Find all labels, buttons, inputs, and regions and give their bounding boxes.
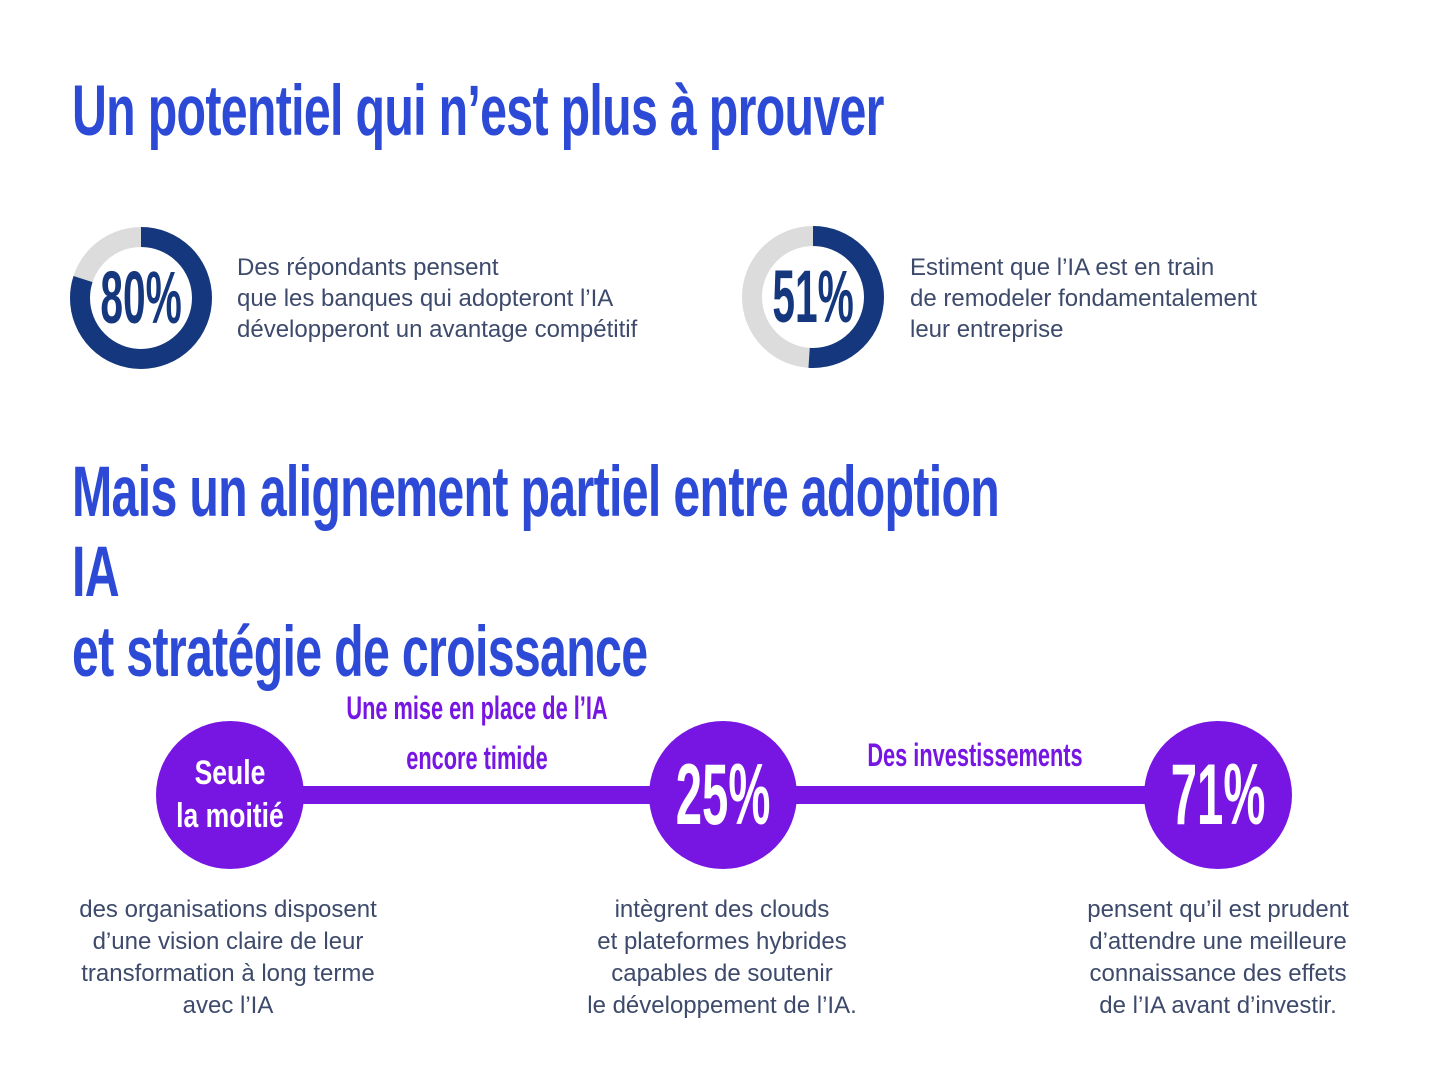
- donut-80-arc: [70, 227, 212, 369]
- stat-circle-half: Seule la moitié: [156, 721, 304, 869]
- node-half-description: des organisations disposent d’une vision…: [79, 896, 377, 1019]
- connector-label-2: Des investissements: [775, 730, 1175, 780]
- stat-circle-71: 71%: [1144, 721, 1292, 869]
- section1-title: Un potentiel qui n’est plus à prouver: [72, 72, 884, 151]
- donut-80-value-wrap: 80%: [69, 226, 213, 370]
- donut-51-value: 51%: [772, 255, 854, 338]
- node-71-description: pensent qu’il est prudent d’attendre une…: [1087, 896, 1349, 1019]
- stat-circle-25: 25%: [649, 721, 797, 869]
- connector-label-1-text: Une mise en place de l’IA encore timide: [346, 690, 608, 776]
- connector-label-2-text: Des investissements: [867, 737, 1083, 773]
- stat-circle-25-text: 25%: [675, 747, 771, 843]
- donut-80-value: 80%: [100, 256, 182, 339]
- donut-51-value-wrap: 51%: [741, 225, 885, 369]
- donut-chart-51: 51%: [741, 225, 885, 369]
- connector-label-1: Une mise en place de l’IA encore timide: [277, 683, 677, 783]
- stat-80-description: Des répondants pensent que les banques q…: [237, 254, 638, 343]
- stat-circle-71-text: 71%: [1170, 747, 1266, 843]
- donut-80-svg: [70, 227, 212, 369]
- node-25-description: intègrent des clouds et plateformes hybr…: [587, 896, 857, 1019]
- donut-51-arc: [742, 226, 884, 368]
- donut-chart-80: 80%: [69, 226, 213, 370]
- donut-51-svg: [742, 226, 884, 368]
- section2-title: Mais un alignement partiel entre adoptio…: [72, 453, 1000, 692]
- stat-51-description: Estiment que l’IA est en train de remode…: [910, 254, 1257, 343]
- stat-circle-half-text: Seule la moitié: [176, 754, 284, 835]
